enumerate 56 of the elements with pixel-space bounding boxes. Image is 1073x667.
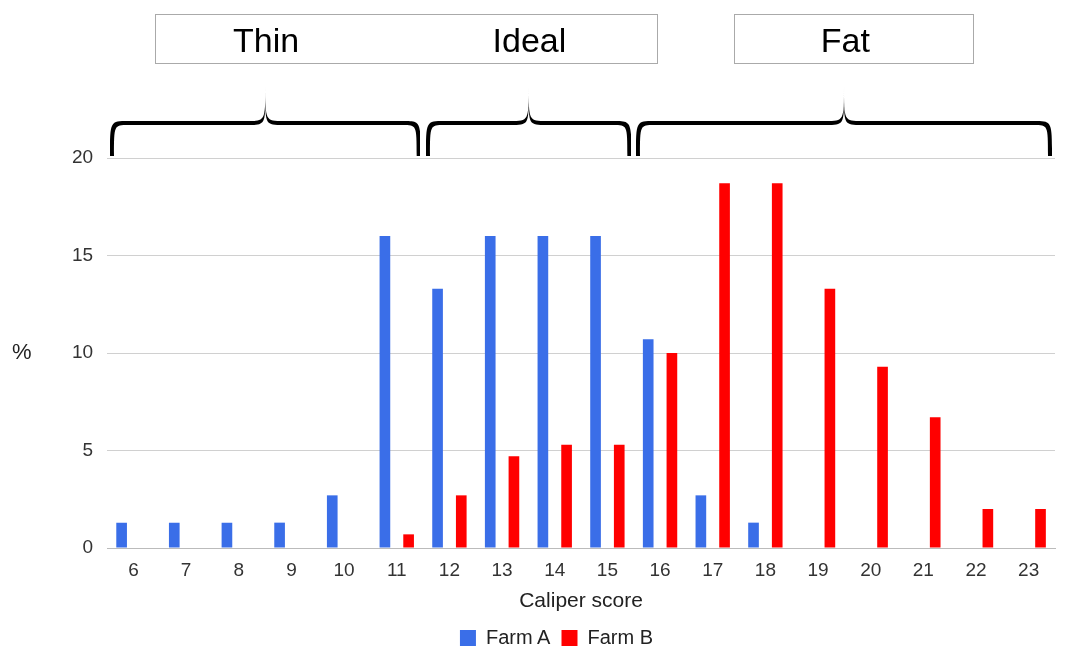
x-tick-label: 15 xyxy=(596,558,618,580)
y-axis-title: % xyxy=(12,339,32,365)
bar xyxy=(379,236,391,548)
y-tick-label: 15 xyxy=(71,243,94,265)
bar xyxy=(982,509,994,548)
x-axis-title: Caliper score xyxy=(519,588,643,612)
bar xyxy=(432,288,443,548)
bar xyxy=(116,522,127,548)
text: Fat xyxy=(820,21,870,60)
bar xyxy=(221,522,233,548)
bar xyxy=(508,456,520,548)
bar xyxy=(642,339,654,548)
bar xyxy=(484,236,496,548)
bar xyxy=(326,495,338,548)
bar xyxy=(613,444,625,548)
text: Thin xyxy=(233,21,300,60)
x-tick-label: 19 xyxy=(807,558,829,580)
bar xyxy=(666,353,678,548)
legend-label: Farm A xyxy=(485,625,552,648)
bar xyxy=(719,183,730,548)
bar xyxy=(748,522,759,548)
x-tick-label: 22 xyxy=(965,558,987,580)
x-tick-label: 23 xyxy=(1018,558,1040,580)
x-tick-label: 9 xyxy=(286,558,297,580)
bar xyxy=(590,236,601,548)
bar xyxy=(824,288,836,548)
x-tick-label: 12 xyxy=(438,558,460,580)
bar xyxy=(561,444,572,548)
x-tick-label: 14 xyxy=(544,558,566,580)
x-tick-label: 18 xyxy=(754,558,776,580)
bar xyxy=(537,236,549,548)
text: Ideal xyxy=(492,21,567,60)
x-tick-label: 17 xyxy=(702,558,724,580)
y-tick-label: 5 xyxy=(82,438,94,460)
y-tick-label: 10 xyxy=(71,341,94,363)
y-tick-label: 0 xyxy=(82,536,94,558)
x-tick-label: 10 xyxy=(333,558,355,580)
x-tick-label: 20 xyxy=(860,558,882,580)
x-tick-label: 11 xyxy=(386,558,407,580)
x-tick-label: 8 xyxy=(233,558,245,580)
y-tick-label: 20 xyxy=(71,146,94,168)
bar xyxy=(168,522,180,548)
x-tick-label: 6 xyxy=(128,558,139,580)
bar xyxy=(1035,509,1046,548)
legend-label: Farm B xyxy=(587,625,654,648)
bar xyxy=(695,495,707,548)
bar xyxy=(771,183,783,548)
bar xyxy=(274,522,285,548)
x-tick-label: 16 xyxy=(649,558,671,580)
bar xyxy=(403,534,414,548)
x-tick-label: 21 xyxy=(912,558,934,580)
x-tick-label: 13 xyxy=(491,558,513,580)
bar xyxy=(877,366,888,548)
bar xyxy=(929,417,941,548)
x-tick-label: 7 xyxy=(180,558,192,580)
bar xyxy=(455,495,467,548)
